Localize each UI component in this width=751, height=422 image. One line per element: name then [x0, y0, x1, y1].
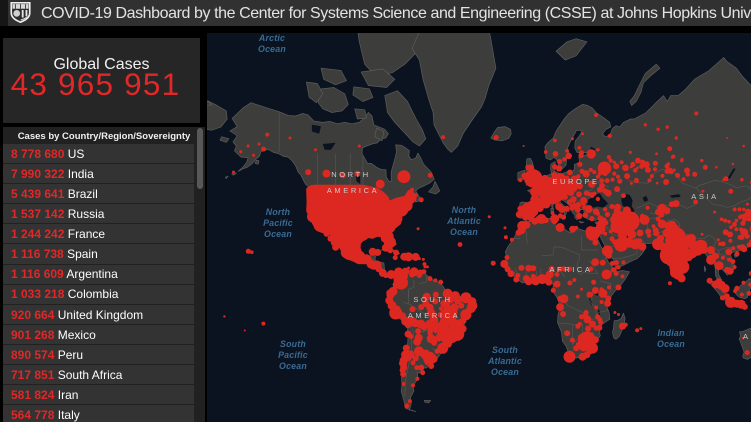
svg-text:North: North: [266, 207, 290, 217]
svg-text:Pacific: Pacific: [278, 350, 308, 360]
svg-text:Ocean: Ocean: [450, 227, 478, 237]
svg-text:Ocean: Ocean: [264, 229, 292, 239]
svg-text:Ocean: Ocean: [279, 361, 307, 371]
svg-text:NORTH: NORTH: [331, 170, 371, 179]
svg-text:SOUTH: SOUTH: [413, 295, 452, 304]
svg-text:EUROPE: EUROPE: [552, 177, 599, 186]
svg-text:ASIA: ASIA: [691, 192, 719, 201]
svg-text:AFRICA: AFRICA: [549, 265, 592, 274]
svg-text:Ocean: Ocean: [258, 44, 286, 54]
svg-text:Atlantic: Atlantic: [446, 216, 481, 226]
svg-text:Atlantic: Atlantic: [487, 356, 522, 366]
svg-text:Arctic: Arctic: [258, 33, 285, 43]
svg-text:Pacific: Pacific: [263, 218, 293, 228]
svg-text:AUSTRALIA: AUSTRALIA: [743, 332, 751, 341]
svg-text:Indian: Indian: [657, 328, 684, 338]
svg-text:South: South: [280, 339, 306, 349]
svg-text:South: South: [492, 345, 518, 355]
svg-text:AMERICA: AMERICA: [408, 311, 460, 320]
svg-text:North: North: [452, 205, 476, 215]
svg-text:Ocean: Ocean: [657, 339, 685, 349]
svg-text:AMERICA: AMERICA: [327, 186, 379, 195]
svg-text:Ocean: Ocean: [491, 367, 519, 377]
